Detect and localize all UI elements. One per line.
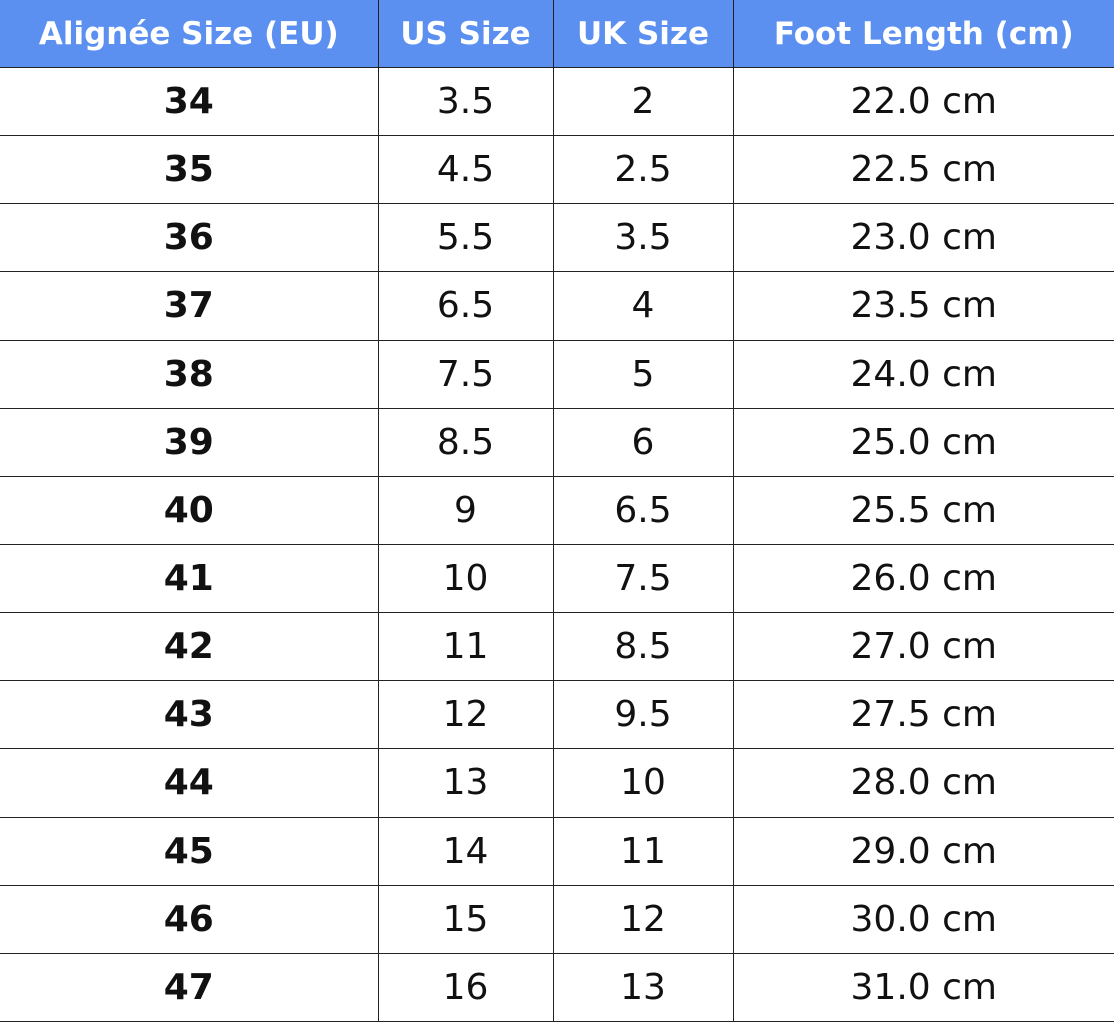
table-cell: 22.5 cm (732, 135, 1114, 205)
table-cell: 5.5 (377, 203, 554, 273)
table-cell: 12 (377, 680, 554, 750)
table-cell: 11 (552, 816, 734, 886)
eu-size-cell: 45 (0, 816, 379, 886)
table-row: 38 7.5 5 24.0 cm (0, 339, 1114, 409)
table-cell: 14 (377, 816, 554, 886)
table-cell: 2 (552, 66, 734, 137)
table-body: 34 3.5 2 22.0 cm 35 4.5 2.5 22.5 cm 36 5.5 3.5 23.0… (0, 66, 1114, 1022)
table-cell: 23.0 cm (732, 203, 1114, 273)
table-row: 36 5.5 3.5 23.0 cm (0, 203, 1114, 273)
table-row: 47 16 13 31.0 cm (0, 952, 1114, 1022)
table-row: 43 12 9.5 27.5 cm (0, 680, 1114, 750)
table-cell: 8.5 (552, 612, 734, 682)
table-cell: 3.5 (377, 66, 554, 137)
header-cell: Alignée Size (EU) (0, 0, 379, 68)
eu-size-cell: 39 (0, 407, 379, 477)
table-cell: 9 (377, 475, 554, 545)
table-row: 46 15 12 30.0 cm (0, 884, 1114, 954)
table-cell: 15 (377, 884, 554, 954)
table-cell: 7.5 (552, 543, 734, 614)
table-cell: 26.0 cm (732, 543, 1114, 614)
eu-size-cell: 34 (0, 66, 379, 137)
table-cell: 10 (377, 543, 554, 614)
table-cell: 31.0 cm (732, 952, 1114, 1022)
table-cell: 25.5 cm (732, 475, 1114, 545)
eu-size-cell: 43 (0, 680, 379, 750)
table-row: 42 11 8.5 27.0 cm (0, 612, 1114, 682)
table-cell: 5 (552, 339, 734, 409)
eu-size-cell: 41 (0, 543, 379, 614)
table-cell: 22.0 cm (732, 66, 1114, 137)
eu-size-cell: 47 (0, 952, 379, 1022)
table-cell: 2.5 (552, 135, 734, 205)
table-cell: 7.5 (377, 339, 554, 409)
table-cell: 10 (552, 748, 734, 818)
table-cell: 27.5 cm (732, 680, 1114, 750)
table-cell: 16 (377, 952, 554, 1022)
table-cell: 9.5 (552, 680, 734, 750)
table-cell: 3.5 (552, 203, 734, 273)
eu-size-cell: 36 (0, 203, 379, 273)
eu-size-cell: 38 (0, 339, 379, 409)
table-cell: 29.0 cm (732, 816, 1114, 886)
table-cell: 11 (377, 612, 554, 682)
table-cell: 6 (552, 407, 734, 477)
table-cell: 24.0 cm (732, 339, 1114, 409)
table-cell: 30.0 cm (732, 884, 1114, 954)
eu-size-cell: 40 (0, 475, 379, 545)
table-cell: 12 (552, 884, 734, 954)
table-cell: 6.5 (377, 271, 554, 341)
table-row: 37 6.5 4 23.5 cm (0, 271, 1114, 341)
header-row: Alignée Size (EU) US Size UK Size Foot Leng… (0, 0, 1114, 68)
table-cell: 13 (552, 952, 734, 1022)
table-cell: 8.5 (377, 407, 554, 477)
header-cell: Foot Length (cm) (732, 0, 1114, 68)
eu-size-cell: 37 (0, 271, 379, 341)
table-row: 34 3.5 2 22.0 cm (0, 66, 1114, 137)
table-cell: 27.0 cm (732, 612, 1114, 682)
table-row: 41 10 7.5 26.0 cm (0, 543, 1114, 614)
eu-size-cell: 46 (0, 884, 379, 954)
table-cell: 13 (377, 748, 554, 818)
eu-size-cell: 42 (0, 612, 379, 682)
eu-size-cell: 44 (0, 748, 379, 818)
table-cell: 23.5 cm (732, 271, 1114, 341)
table-cell: 4.5 (377, 135, 554, 205)
header-cell: UK Size (552, 0, 734, 68)
table-row: 45 14 11 29.0 cm (0, 816, 1114, 886)
table-row: 40 9 6.5 25.5 cm (0, 475, 1114, 545)
eu-size-cell: 35 (0, 135, 379, 205)
table-cell: 4 (552, 271, 734, 341)
table-cell: 25.0 cm (732, 407, 1114, 477)
table-row: 35 4.5 2.5 22.5 cm (0, 135, 1114, 205)
table-cell: 28.0 cm (732, 748, 1114, 818)
header-cell: US Size (377, 0, 554, 68)
table-head: Alignée Size (EU) US Size UK Size Foot Leng… (0, 0, 1114, 68)
table-row: 39 8.5 6 25.0 cm (0, 407, 1114, 477)
table-cell: 6.5 (552, 475, 734, 545)
table-row: 44 13 10 28.0 cm (0, 748, 1114, 818)
